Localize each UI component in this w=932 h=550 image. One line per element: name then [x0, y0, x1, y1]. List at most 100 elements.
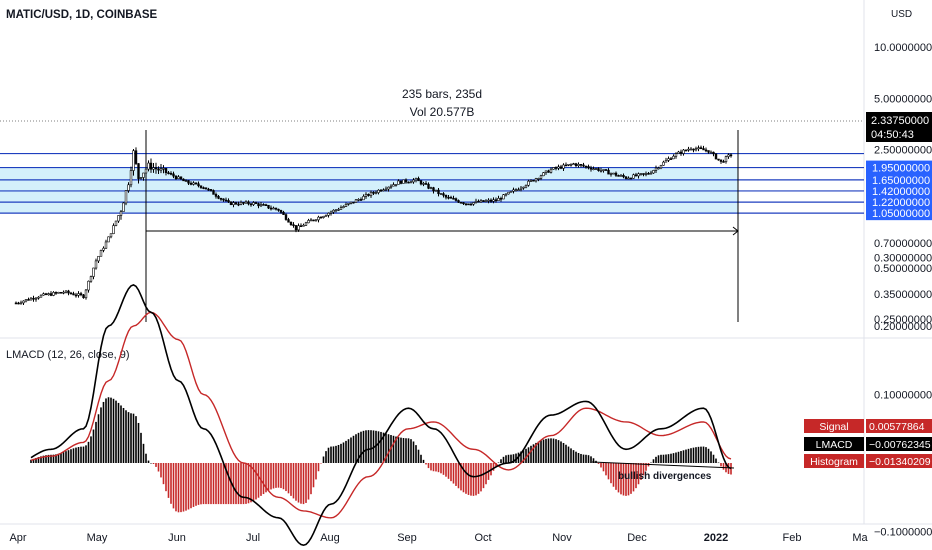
- histogram-bar: [622, 463, 625, 496]
- level-price-badges[interactable]: 1.950000001.650000001.420000001.22000000…: [866, 160, 932, 221]
- candle-body: [217, 196, 220, 199]
- histogram-bar: [630, 463, 632, 494]
- histogram-bar: [105, 398, 107, 463]
- candle-body: [317, 216, 320, 221]
- candle-body: [207, 188, 210, 191]
- level-badge[interactable]: [866, 160, 932, 175]
- level-badge[interactable]: [866, 195, 932, 210]
- histogram-bar: [412, 441, 415, 463]
- candle-body: [439, 193, 443, 195]
- histogram-bar: [202, 463, 205, 505]
- candle-body: [494, 199, 498, 202]
- histogram-bar: [635, 463, 637, 489]
- histogram-bar: [607, 463, 610, 480]
- histogram-bar: [200, 463, 202, 505]
- histogram-bar: [690, 448, 692, 463]
- candle-body: [502, 194, 505, 200]
- histogram-bar: [67, 450, 70, 463]
- histogram-bar: [195, 463, 197, 506]
- candle-body: [527, 180, 530, 186]
- histogram-bar: [720, 463, 722, 467]
- histogram-bar: [157, 463, 160, 472]
- candle-body: [694, 148, 698, 151]
- indicator-title[interactable]: LMACD (12, 26, close, 9): [6, 349, 130, 361]
- level-badge[interactable]: [866, 172, 932, 187]
- price-axis-label: 0.25000000: [874, 314, 932, 326]
- histogram-bar: [65, 451, 67, 463]
- histogram-bar: [122, 408, 125, 463]
- histogram-bar: [175, 463, 177, 512]
- candle-body: [584, 165, 588, 168]
- indicator-badge-value-bg[interactable]: [866, 454, 932, 468]
- histogram-bar: [727, 463, 730, 474]
- histogram-bar: [325, 451, 327, 463]
- level-badge[interactable]: [866, 183, 932, 198]
- histogram-bar: [117, 402, 120, 463]
- histogram-bar: [300, 463, 302, 504]
- histogram-bar: [387, 434, 390, 463]
- candle-body: [374, 192, 378, 194]
- histogram-bar: [287, 463, 290, 494]
- histogram-bar: [455, 463, 457, 486]
- histogram-bar: [462, 463, 465, 493]
- histogram-bar: [670, 453, 672, 463]
- candle-body: [367, 194, 370, 196]
- candle-body: [604, 169, 608, 171]
- histogram-bar: [375, 430, 377, 463]
- candle-body: [219, 198, 223, 200]
- indicator-badge-value: −0.00762345: [869, 439, 931, 451]
- candle-body: [284, 214, 288, 220]
- divergence-line[interactable]: [591, 461, 735, 469]
- indicator-badge-value-bg[interactable]: [866, 437, 932, 451]
- histogram-bar: [552, 438, 555, 463]
- candle-body: [647, 173, 650, 175]
- histogram-bar: [267, 463, 270, 491]
- candle-body: [94, 260, 98, 269]
- histogram-bar: [142, 443, 145, 463]
- candle-body: [169, 172, 173, 175]
- histogram-bar: [440, 463, 442, 474]
- histogram-bar: [205, 463, 207, 505]
- candle-body: [547, 170, 550, 173]
- price-candles: [14, 145, 733, 305]
- level-badge-label: 1.65000000: [872, 175, 930, 187]
- indicator-value-badges[interactable]: Signal 0.00577864 LMACD −0.00762345 Histogra…: [804, 419, 932, 468]
- candle-body: [332, 209, 335, 213]
- histogram-bar: [665, 454, 667, 463]
- candle-body: [489, 199, 493, 202]
- candle-body: [457, 200, 460, 203]
- price-axis[interactable]: 10.000000005.000000003.500000002.5000000…: [874, 42, 932, 326]
- histogram-bar: [232, 463, 235, 505]
- histogram-bar: [542, 439, 545, 463]
- candle-body: [184, 180, 188, 182]
- histogram-bar: [282, 463, 285, 490]
- candle-body: [532, 179, 535, 182]
- symbol-title[interactable]: MATIC/USD, 1D, COINBASE: [6, 9, 158, 21]
- candle-body: [654, 167, 658, 171]
- candle-body: [522, 186, 525, 189]
- indicator-axis[interactable]: 0.30000000 0.20000000 0.10000000 −0.1000000…: [874, 253, 932, 539]
- histogram-bar: [182, 463, 185, 512]
- candle-body: [139, 177, 143, 179]
- candle-body: [267, 204, 270, 209]
- current-price-badge[interactable]: [866, 112, 932, 142]
- level-badge[interactable]: [866, 206, 932, 221]
- indicator-badge-value-bg[interactable]: [866, 419, 932, 433]
- histogram-bar: [360, 431, 362, 463]
- candle-body: [597, 168, 600, 171]
- histogram-bar: [92, 429, 95, 463]
- date-range-arrowhead: [732, 226, 739, 236]
- candle-body: [227, 200, 230, 203]
- candle-body: [579, 164, 583, 166]
- candle-body: [442, 193, 445, 196]
- histogram-bar: [315, 463, 317, 480]
- time-axis[interactable]: Apr May Jun Jul Aug Sep Oct Nov Dec 2022 Feb Ma: [9, 532, 868, 544]
- candle-body: [412, 179, 415, 183]
- candle-body: [507, 191, 510, 195]
- candle-body: [272, 207, 275, 210]
- histogram-bar: [645, 463, 647, 471]
- histogram-bar: [642, 463, 645, 476]
- price-axis-label: 2.50000000: [874, 144, 932, 156]
- level-badge-label: 1.42000000: [872, 186, 930, 198]
